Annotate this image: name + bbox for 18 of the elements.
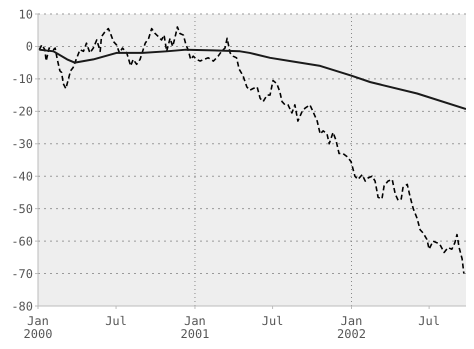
line-series	[38, 48, 466, 110]
x-tick-label: Jul	[418, 314, 440, 328]
line-series	[38, 26, 465, 274]
x-tick-label: Jul	[262, 314, 284, 328]
y-tick-label: -30	[11, 137, 33, 152]
y-tick-label: -50	[11, 202, 33, 216]
x-tick-label: Jan 2002	[337, 314, 366, 341]
y-tick-label: -80	[11, 299, 33, 314]
x-tick-label: Jan 2000	[24, 314, 52, 341]
y-tick-label: 0	[26, 40, 33, 54]
y-tick-label: -60	[11, 234, 33, 248]
y-tick-label: -20	[11, 104, 33, 119]
y-tick-label: 10	[18, 7, 33, 22]
y-tick-label: -70	[11, 266, 33, 281]
x-tick-label: Jan 2001	[180, 314, 210, 341]
y-tick-label: -10	[11, 72, 33, 86]
x-tick-label: Jul	[105, 314, 127, 328]
y-tick-label: -40	[11, 169, 33, 184]
